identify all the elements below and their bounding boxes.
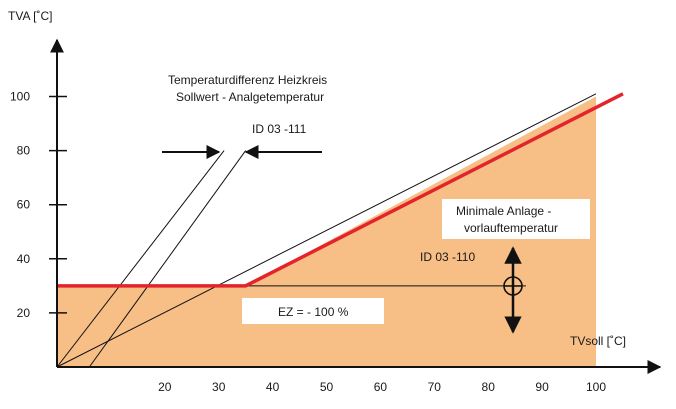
- annotation-temperaturdifferenz-line1: Temperaturdifferenz Heizkreis: [168, 73, 327, 87]
- annotation-id-03-110: ID 03 -110: [420, 250, 475, 264]
- annotation-minimale-line1: Minimale Anlage -: [456, 204, 551, 218]
- x-tick-label: 40: [266, 380, 280, 394]
- x-tick-label: 70: [428, 380, 442, 394]
- x-tick-label: 100: [586, 380, 606, 394]
- annotation-minimale-box: [442, 199, 590, 239]
- filled-area: [57, 96, 596, 367]
- y-tick-label: 40: [17, 252, 31, 266]
- x-axis-label: TVsoll [˚C]: [570, 334, 626, 348]
- x-tick-label: 60: [374, 380, 388, 394]
- annotation-ez-box: [242, 298, 384, 324]
- black-line-2: [88, 150, 247, 368]
- x-tick-label: 20: [158, 380, 172, 394]
- y-tick-label: 60: [17, 198, 31, 212]
- x-tick-label: 30: [212, 380, 226, 394]
- annotation-ez: EZ = - 100 %: [278, 305, 349, 319]
- x-tick-label: 50: [320, 380, 334, 394]
- y-tick-label: 20: [17, 306, 31, 320]
- black-line-1: [56, 150, 225, 368]
- y-tick-label: 80: [17, 144, 31, 158]
- annotation-id-03-111: ID 03 -111: [252, 122, 307, 136]
- x-tick-label: 80: [482, 380, 496, 394]
- black-line-0: [56, 93, 597, 368]
- annotation-temperaturdifferenz-line2: Sollwert - Analgetemperatur: [176, 90, 324, 104]
- red-curve: [57, 92, 624, 288]
- annotation-minimale-line2: vorlauftemperatur: [464, 221, 558, 235]
- x-tick-label: 90: [535, 380, 549, 394]
- y-axis-label: TVA [˚C]: [8, 9, 52, 23]
- y-tick-label: 100: [10, 90, 30, 104]
